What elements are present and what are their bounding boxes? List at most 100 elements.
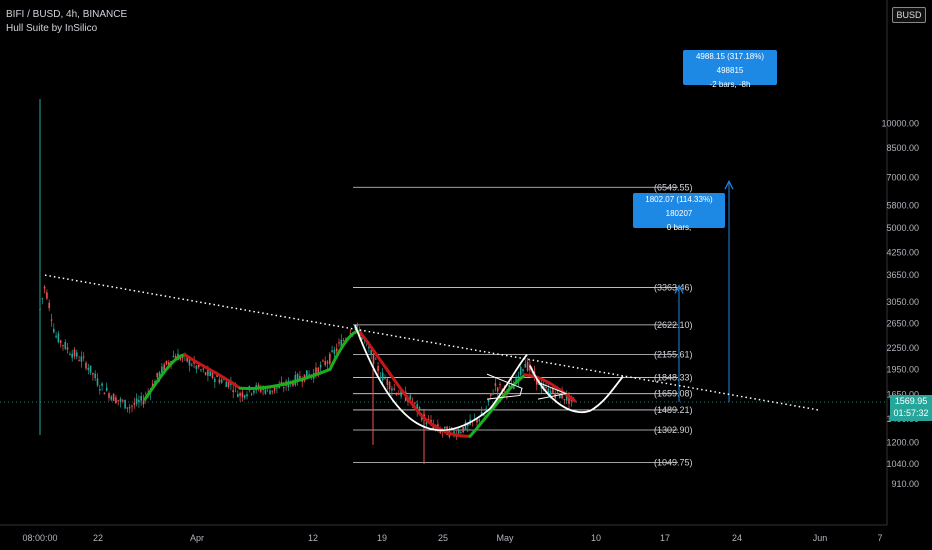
candle [388,382,391,390]
candle [271,390,274,392]
descending-trendline [44,274,819,411]
candle [117,400,119,402]
candle [188,359,191,366]
candle [99,389,101,391]
candle [225,381,228,388]
candle [391,388,393,391]
symbol-title: BIFI / BUSD, 4h, BINANCE [6,9,128,20]
candle [416,403,418,411]
x-tick-label: 24 [732,533,742,543]
candle [124,400,126,409]
candle [324,361,326,366]
x-tick-label: 19 [377,533,387,543]
candle [524,364,527,368]
candle [418,407,421,410]
pennant-lines [537,381,568,400]
candle [296,373,299,382]
candle [513,386,515,390]
candle [292,382,294,386]
hull-suite-line [183,353,242,390]
candle [48,302,50,309]
candle [200,369,202,371]
candle [57,333,60,343]
hull-suite-line [143,353,187,401]
candle [140,395,142,401]
candle [89,365,92,373]
y-tick-label: 1950.00 [886,364,919,374]
candle [386,378,389,385]
candle [163,364,165,372]
candle [565,395,568,401]
fib-level-label: (1489.21) [654,405,693,415]
candle [115,397,117,404]
candle [400,389,402,397]
candle [207,370,209,376]
candle [492,393,494,395]
candle [490,393,492,396]
candle [239,393,241,396]
candle [278,385,280,389]
candle [73,349,76,357]
candle [237,393,239,398]
y-tick-label: 2250.00 [886,343,919,353]
handle-curve [529,365,624,413]
candle [80,356,83,362]
candle [195,365,198,370]
candle [526,361,529,371]
candle [384,378,386,380]
candle [260,389,262,392]
candle [87,367,90,370]
hull-suite-line [238,367,332,391]
y-tick-label: 10000.00 [881,119,919,129]
candle [135,398,138,404]
candle [326,361,329,364]
candle [241,392,244,398]
fib-level-label: (1848.33) [654,372,693,382]
cup-curve [354,324,528,432]
candle [487,398,490,402]
x-tick-label: 12 [308,533,318,543]
measure-box-lower[interactable]: 1802.07 (114.33%) 180207 0 bars, [633,193,725,232]
candle [50,319,53,321]
x-tick-label: Jun [813,533,828,543]
candle [568,394,570,404]
y-tick-label: 1040.00 [886,459,919,469]
candle [333,349,336,354]
candle [204,372,207,375]
candle [181,355,184,359]
x-tick-label: 10 [591,533,601,543]
measure-box-upper[interactable]: 4988.15 (317.18%) 498815 -2 bars, -8h [683,50,777,89]
candle [542,384,545,390]
candle [158,372,161,378]
hull-suite-line [418,412,472,438]
x-tick-label: May [496,533,514,543]
candle [168,362,170,365]
candle [483,414,485,416]
candle [409,395,412,401]
currency-badge[interactable]: BUSD [892,7,926,23]
candle [480,412,483,417]
measure-arrow-upper [724,179,734,190]
candle [547,388,550,396]
candle [223,379,225,381]
indicator-label: Hull Suite by InSilico [6,23,98,34]
measure-arrow-lower [674,284,684,294]
candle [379,376,382,379]
candle [331,350,333,352]
candle [110,396,113,400]
hull-suite-line [358,330,422,416]
candle [317,367,320,376]
candle [214,378,216,383]
candle [393,388,395,390]
candle [246,394,248,397]
candle [211,372,214,378]
candle [467,423,469,427]
candle [122,400,124,402]
candle [172,356,175,358]
fib-level-label: (1659.08) [654,389,693,399]
candle [131,405,133,407]
fib-level-label: (2622.10) [654,320,693,330]
candle [59,340,62,343]
candle [94,373,96,379]
